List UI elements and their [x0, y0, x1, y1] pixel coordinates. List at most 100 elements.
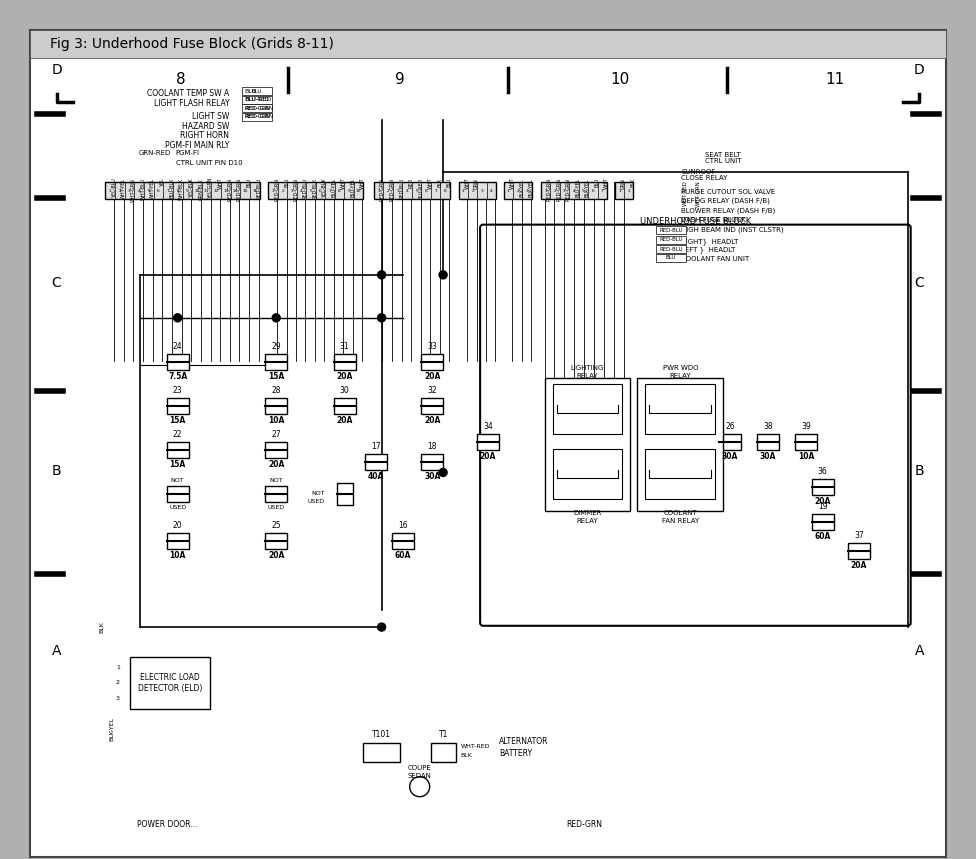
Bar [431, 743, 456, 762]
Text: 7: 7 [601, 189, 604, 192]
Text: NOT: NOT [269, 478, 283, 483]
Text: D: D [51, 64, 62, 77]
Bar [545, 378, 630, 511]
Text: RED-GRN: RED-GRN [237, 178, 242, 201]
Text: 11: 11 [204, 189, 210, 192]
Bar [656, 235, 686, 244]
Text: BLU: BLU [247, 178, 252, 187]
Text: SEDAN: SEDAN [408, 773, 431, 779]
Text: RED-BLU: RED-BLU [303, 178, 308, 199]
Text: 8: 8 [444, 189, 447, 192]
Text: RED-BLU: RED-BLU [659, 237, 682, 242]
Text: NOT: NOT [311, 491, 325, 497]
Text: WHT-YEL: WHT-YEL [150, 178, 155, 199]
Text: 24: 24 [173, 343, 183, 351]
Text: 60A: 60A [815, 533, 831, 541]
Text: 10A: 10A [170, 551, 185, 560]
Bar [374, 182, 450, 199]
Text: RED-BLU: RED-BLU [399, 178, 404, 199]
Text: BLK-YEL: BLK-YEL [585, 178, 590, 197]
Text: C: C [915, 277, 924, 290]
Text: 5: 5 [309, 189, 312, 192]
Text: PWR WDO: PWR WDO [663, 365, 698, 371]
Text: 1: 1 [618, 189, 621, 192]
Text: 3: 3 [128, 189, 131, 192]
Text: YEL-BLK: YEL-BLK [188, 178, 193, 198]
Text: RED-GRN: RED-GRN [244, 114, 273, 119]
Text: RELAY: RELAY [670, 373, 691, 379]
Text: 2: 2 [516, 189, 519, 192]
Text: USED: USED [307, 499, 325, 504]
Text: 6: 6 [591, 189, 594, 192]
Text: 60A: 60A [395, 551, 411, 560]
Text: 1: 1 [109, 189, 111, 192]
Text: 5: 5 [415, 189, 418, 192]
Text: WHT-RED: WHT-RED [683, 180, 688, 206]
Text: RED: RED [409, 178, 414, 188]
Bar [848, 544, 870, 559]
Text: 5: 5 [582, 189, 585, 192]
Text: SUNROOF: SUNROOF [681, 169, 715, 174]
Text: BLU: BLU [252, 88, 263, 94]
Text: BLK-YEL: BLK-YEL [529, 178, 534, 197]
Text: RED-GRN: RED-GRN [244, 106, 270, 111]
Text: B: B [52, 464, 61, 478]
Text: 16: 16 [398, 521, 408, 530]
Text: 40A: 40A [368, 472, 384, 481]
Text: COOLANT FAN UNIT: COOLANT FAN UNIT [681, 256, 750, 261]
Text: 6: 6 [425, 189, 427, 192]
Bar [552, 449, 623, 499]
Text: POWER DOOR...: POWER DOOR... [137, 820, 197, 829]
Text: 1: 1 [544, 189, 547, 192]
Text: 9: 9 [186, 189, 188, 192]
Text: RED-GRN: RED-GRN [566, 820, 602, 829]
Bar [167, 442, 188, 458]
Bar [363, 743, 400, 762]
Text: 20A: 20A [268, 551, 284, 560]
Text: GRN-RED: GRN-RED [139, 150, 171, 155]
Text: 30: 30 [340, 387, 349, 395]
Text: YEL-BLK: YEL-BLK [322, 178, 327, 198]
Bar [812, 479, 834, 495]
Text: BLU-YEL: BLU-YEL [575, 178, 581, 198]
Text: 3: 3 [291, 189, 294, 192]
Bar [719, 435, 741, 450]
Bar [637, 378, 723, 511]
Text: 1: 1 [507, 189, 509, 192]
Text: 3: 3 [526, 189, 529, 192]
Text: 20A: 20A [425, 417, 440, 425]
Text: BLK: BLK [100, 621, 104, 633]
Text: 4: 4 [573, 189, 575, 192]
Text: 10A: 10A [268, 417, 284, 425]
Bar [268, 182, 363, 199]
Bar [422, 454, 443, 470]
Bar [130, 657, 210, 709]
Bar [337, 483, 352, 505]
Text: RED-GRN: RED-GRN [380, 178, 385, 201]
Text: RED-GRN: RED-GRN [389, 178, 394, 201]
Text: GRN: GRN [621, 178, 626, 189]
Text: 8: 8 [177, 189, 179, 192]
Text: LEFT }  HEADLT: LEFT } HEADLT [681, 247, 736, 253]
Bar [167, 486, 188, 502]
Text: RED-GRN: RED-GRN [244, 106, 273, 111]
Text: 14: 14 [232, 189, 238, 192]
Bar [656, 245, 686, 253]
Bar [392, 533, 414, 549]
Text: 8: 8 [176, 72, 185, 88]
Text: RED-BLK: RED-BLK [312, 178, 317, 199]
Bar [265, 486, 287, 502]
Text: 17: 17 [371, 442, 381, 451]
Text: DASH FUSE BLOCK: DASH FUSE BLOCK [681, 217, 746, 222]
Bar [167, 533, 188, 549]
Text: 34: 34 [483, 423, 493, 431]
Circle shape [272, 314, 280, 322]
Text: 7: 7 [434, 189, 437, 192]
Text: 28: 28 [271, 387, 281, 395]
Text: COOLANT: COOLANT [664, 510, 697, 516]
Bar [334, 399, 355, 414]
Text: WHT: WHT [360, 178, 365, 190]
Bar [334, 355, 355, 370]
Text: BLU: BLU [244, 88, 256, 94]
Text: 20: 20 [173, 521, 183, 530]
